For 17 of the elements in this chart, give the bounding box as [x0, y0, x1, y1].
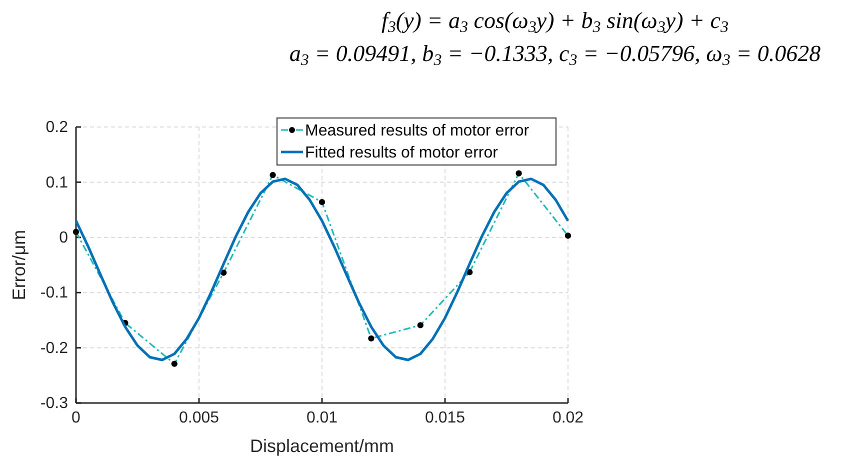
- x-tick-label: 0.01: [306, 409, 338, 426]
- x-tick-label: 0.015: [424, 409, 466, 426]
- y-tick-label: 0.1: [46, 174, 68, 192]
- text: a$_{3}$ = 0.09491, b$_{3}$ = −0.1333, c$_{3}$ = −0.05796, ω$_{3}$ = 0.0628: [289, 41, 821, 69]
- y-tick-label: 0: [59, 230, 68, 247]
- legend-label: Fitted results of motor error: [305, 144, 499, 162]
- x-tick-label: 0.005: [178, 409, 220, 426]
- x-tick-label: 0.02: [552, 409, 584, 426]
- x-tick-label: 0: [72, 409, 81, 426]
- y-tick-label: -0.2: [40, 340, 68, 357]
- y-axis-title: Error/μm: [9, 230, 29, 300]
- y-tick-label: 0.2: [46, 119, 68, 136]
- y-tick-label: -0.3: [40, 395, 68, 412]
- text: f$_{3}$(y) = a$_{3}$ cos(ω$_{3}$y) + b$_{3}$ sin(ω$_{3}$y) + c$_{3}$: [381, 8, 729, 36]
- legend-label: Measured results of motor error: [305, 122, 530, 140]
- y-tick-label: -0.1: [40, 284, 68, 302]
- x-axis-title: Displacement/mm: [250, 436, 394, 456]
